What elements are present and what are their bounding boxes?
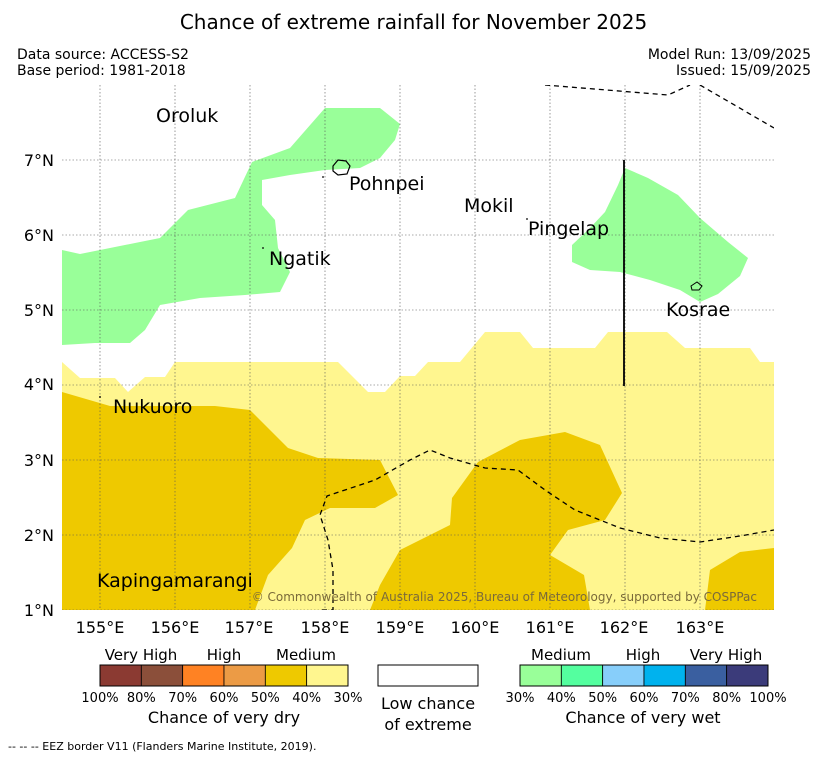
legend-wet-swatch: [602, 664, 645, 687]
legend-dry-label: Medium: [276, 646, 336, 664]
lon-label: 155°E: [76, 618, 125, 637]
legend-dry-swatch: [140, 664, 184, 687]
pohnpei-island: [332, 159, 351, 176]
legend-dry-swatch: [264, 664, 308, 687]
legend-neutral-caption-2: of extreme: [384, 715, 471, 734]
kosrae-island: [690, 281, 703, 291]
map-title: Chance of extreme rainfall for November …: [179, 10, 648, 34]
issued-date: Issued: 15/09/2025: [676, 63, 811, 79]
pingelap-atoll: [526, 218, 528, 220]
legend-wet-tick: 60%: [630, 691, 659, 706]
lon-label: 161°E: [526, 618, 575, 637]
lon-label: 156°E: [151, 618, 200, 637]
place-label-kosrae: Kosrae: [666, 299, 730, 321]
lon-label: 163°E: [676, 618, 725, 637]
lat-label: 1°N: [24, 601, 54, 620]
mokil-atoll: [322, 176, 324, 178]
legend-dry: Very High High Medium 100% 80% 70% 60% 50% 40…: [81, 646, 362, 727]
legend-wet-label: Very High: [690, 646, 763, 664]
legend-wet-tick: 40%: [547, 691, 576, 706]
legend-wet-tick: 100%: [749, 691, 786, 706]
latitude-labels: 7°N 6°N 5°N 4°N 3°N 2°N 1°N: [24, 151, 54, 620]
longitude-labels: 155°E 156°E 157°E 158°E 159°E 160°E 161°…: [76, 618, 725, 637]
legend-dry-swatch: [182, 664, 225, 687]
eez-border: [99, 85, 774, 610]
lon-label: 157°E: [225, 618, 274, 637]
data-source: Data source: ACCESS-S2: [17, 47, 189, 63]
legend-dry-caption: Chance of very dry: [148, 708, 300, 727]
legend-wet-tick: 50%: [588, 691, 617, 706]
legend-wet-tick: 70%: [671, 691, 700, 706]
lon-label: 160°E: [451, 618, 500, 637]
legend-dry-label: Very High: [105, 646, 178, 664]
place-label-kapingamarangi: Kapingamarangi: [97, 570, 253, 592]
legend-wet-swatch: [726, 664, 769, 687]
place-label-pingelap: Pingelap: [528, 218, 609, 240]
legend-neutral: Low chance of extreme: [377, 664, 479, 734]
lat-label: 2°N: [24, 526, 54, 545]
legend-dry-tick: 30%: [334, 691, 363, 706]
legend-wet-swatch: [684, 664, 728, 687]
wet-medium-region-east: [572, 168, 748, 302]
copyright-text: © Commonwealth of Australia 2025, Bureau…: [252, 590, 757, 604]
legend-dry-tick: 50%: [251, 691, 280, 706]
legend-dry-swatch: [306, 664, 349, 687]
legend-dry-swatch: [99, 664, 142, 687]
graticule: [62, 85, 774, 610]
eez-footnote: -- -- -- EEZ border V11 (Flanders Marine…: [8, 740, 317, 753]
base-period: Base period: 1981-2018: [17, 63, 186, 79]
data-info: Data source: ACCESS-S2 Base period: 1981…: [17, 47, 189, 79]
legend-dry-label: High: [207, 646, 241, 664]
lon-label: 158°E: [301, 618, 350, 637]
legend-neutral-caption-1: Low chance: [381, 694, 475, 713]
legend-neutral-swatch: [377, 664, 479, 687]
model-run: Model Run: 13/09/2025: [647, 47, 811, 63]
legend-wet-tick: 80%: [712, 691, 741, 706]
legend-wet-swatch: [560, 664, 604, 687]
place-label-mokil: Mokil: [464, 195, 514, 217]
lon-label: 159°E: [376, 618, 425, 637]
legend-wet-label: Medium: [531, 646, 591, 664]
lon-label: 162°E: [600, 618, 649, 637]
legend-wet-swatch: [643, 664, 686, 687]
legend-wet: Medium High Very High 30% 40% 50% 60% 70% 80%…: [506, 646, 787, 727]
legend-wet-caption: Chance of very wet: [565, 708, 720, 727]
legend-wet-swatch: [519, 664, 562, 687]
place-label-nukuoro: Nukuoro: [113, 396, 192, 418]
lat-label: 5°N: [24, 301, 54, 320]
ngatik-atoll: [262, 247, 264, 249]
legend-wet-label: High: [626, 646, 660, 664]
legend-wet-tick: 30%: [506, 691, 535, 706]
run-info: Model Run: 13/09/2025 Issued: 15/09/2025: [648, 47, 811, 79]
legend-dry-tick: 60%: [210, 691, 239, 706]
dry-medium-dark-region: [62, 392, 774, 610]
legend-dry-tick: 100%: [81, 691, 118, 706]
lat-label: 3°N: [24, 451, 54, 470]
place-label-ngatik: Ngatik: [269, 248, 331, 270]
place-label-oroluk: Oroluk: [156, 105, 218, 127]
lat-label: 7°N: [24, 151, 54, 170]
legend-dry-tick: 80%: [127, 691, 156, 706]
lat-label: 6°N: [24, 226, 54, 245]
place-label-pohnpei: Pohnpei: [349, 173, 425, 195]
legend-dry-swatch: [223, 664, 266, 687]
legend-dry-tick: 70%: [168, 691, 197, 706]
wet-medium-region-west: [62, 108, 400, 345]
legend-dry-tick: 40%: [292, 691, 321, 706]
lat-label: 4°N: [24, 375, 54, 394]
